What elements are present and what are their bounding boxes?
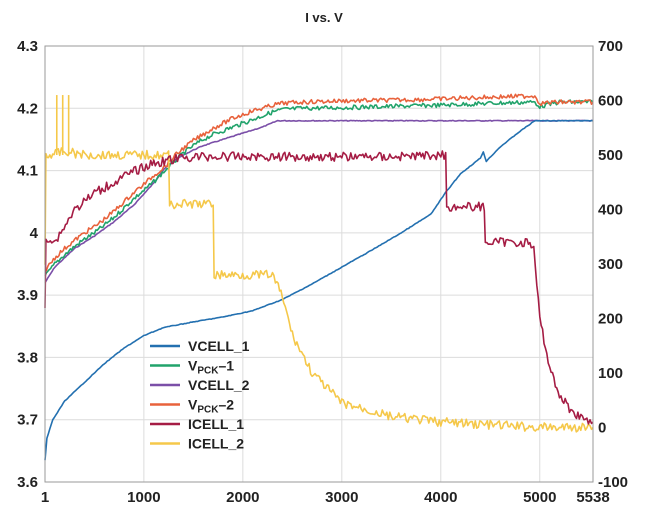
x-tick-label: 3000: [325, 489, 358, 506]
x-tick-label: 1000: [127, 489, 160, 506]
series-line-vcell-2: [44, 119, 594, 284]
legend-label-sub: PCK: [197, 366, 219, 377]
legend-label-main: ICELL_1: [188, 416, 244, 432]
y-tick-label: 4.1: [17, 163, 38, 180]
y2-tick-label: -100: [598, 474, 628, 491]
legend-label-suffix: –2: [218, 397, 234, 413]
legend-label-sub: PCK: [197, 405, 219, 416]
ticks: 3.6 3.7 3.8 3.9 4 4.1 4.2 4.3 -100 0 100 200 300 400 5…: [17, 38, 628, 506]
series-line-vpck-2: [44, 93, 594, 272]
series-line-vcell-1: [44, 119, 594, 461]
legend-label: ICELL_2: [188, 436, 244, 452]
legend-label-main: ICELL_2: [188, 436, 244, 452]
series-line-icell-1: [44, 150, 594, 425]
y2-tick-label: 400: [598, 202, 623, 219]
legend-label-main: VCELL_2: [188, 377, 250, 393]
legend-label-main: VCELL_1: [188, 338, 250, 354]
legend-label: VPCK–2: [188, 397, 234, 416]
x-tick-label: 5000: [523, 489, 556, 506]
legend-label: ICELL_1: [188, 416, 244, 432]
x-tick-label: 2000: [226, 489, 259, 506]
series-line-icell-2: [44, 147, 594, 433]
y2-tick-label: 500: [598, 147, 623, 164]
x-tick-label: 4000: [424, 489, 457, 506]
y2-tick-label: 700: [598, 38, 623, 55]
y-tick-label: 3.7: [17, 412, 38, 429]
y2-tick-label: 100: [598, 365, 623, 382]
legend-label: VPCK–1: [188, 358, 234, 377]
y-tick-label: 4.3: [17, 38, 38, 55]
legend-label-suffix: –1: [218, 358, 234, 374]
legend-label-main: V: [188, 358, 198, 374]
series-layer: [44, 93, 594, 461]
plot-area-frame: [44, 45, 594, 483]
y2-tick-label: 0: [598, 420, 606, 437]
y-tick-label: 3.9: [17, 287, 38, 304]
legend-label-main: V: [188, 397, 198, 413]
legend-label: VCELL_2: [188, 377, 250, 393]
y-tick-label: 4.2: [17, 100, 38, 117]
y2-tick-label: 200: [598, 311, 623, 328]
y2-tick-label: 600: [598, 93, 623, 110]
legend-label: VCELL_1: [188, 338, 250, 354]
y-tick-label: 4: [30, 225, 39, 242]
chart-title: I vs. V: [305, 10, 343, 25]
y-tick-label: 3.6: [17, 474, 38, 491]
grid: [44, 45, 594, 483]
y2-tick-label: 300: [598, 256, 623, 273]
x-tick-label: 1: [41, 489, 49, 506]
series-line-vpck-1: [44, 99, 594, 277]
y-tick-label: 3.8: [17, 349, 38, 366]
x-tick-label: 5538: [576, 489, 609, 506]
